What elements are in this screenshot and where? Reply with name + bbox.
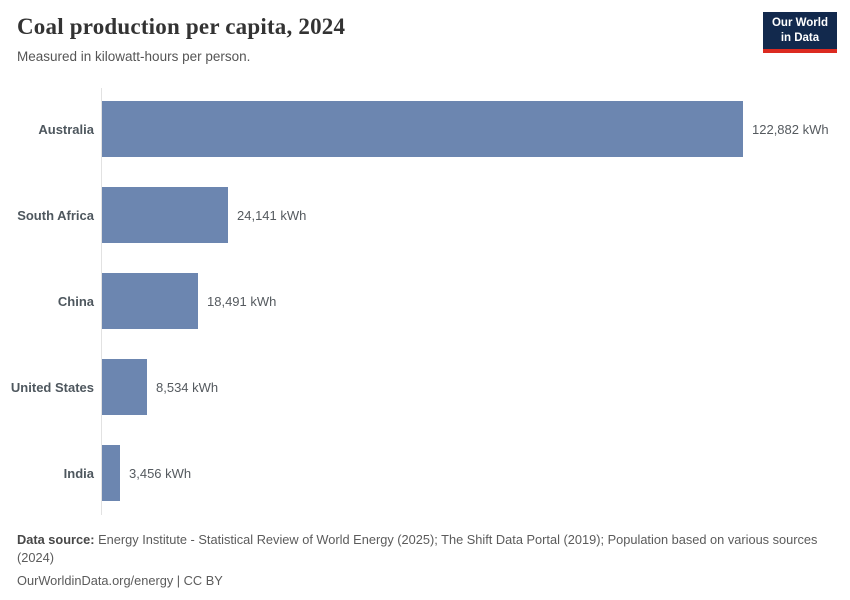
value-label: 3,456 kWh bbox=[129, 465, 192, 481]
footer-link-line[interactable]: OurWorldinData.org/energy | CC BY bbox=[17, 573, 223, 589]
category-label: India bbox=[63, 465, 94, 481]
value-label: 122,882 kWh bbox=[752, 121, 829, 137]
bar-row: United States 8,534 kWh bbox=[0, 359, 850, 415]
bar-rows: Australia 122,882 kWh South Africa 24,141 k… bbox=[0, 101, 850, 501]
chart-footer: Data source: Energy Institute - Statisti… bbox=[17, 531, 833, 590]
category-label: United States bbox=[10, 379, 94, 395]
bar-chart: Australia 122,882 kWh South Africa 24,141 k… bbox=[0, 88, 850, 515]
value-label: 8,534 kWh bbox=[156, 379, 219, 395]
owid-logo-line1: Our World bbox=[771, 17, 828, 29]
owid-logo-line2: in Data bbox=[780, 31, 820, 44]
data-source-text: Energy Institute - Statistical Review of… bbox=[17, 532, 818, 565]
bar[interactable] bbox=[102, 273, 198, 329]
bar-row: China 18,491 kWh bbox=[0, 273, 850, 329]
chart-title: Coal production per capita, 2024 bbox=[17, 14, 346, 39]
owid-logo[interactable]: Our World in Data bbox=[762, 12, 837, 53]
chart-subtitle: Measured in kilowatt-hours per person. bbox=[17, 49, 251, 64]
value-label: 18,491 kWh bbox=[207, 293, 277, 309]
bar[interactable] bbox=[102, 187, 228, 243]
bar-row: Australia 122,882 kWh bbox=[0, 101, 850, 157]
bar[interactable] bbox=[102, 101, 743, 157]
bar[interactable] bbox=[102, 445, 120, 501]
value-label: 24,141 kWh bbox=[237, 207, 307, 223]
category-label: South Africa bbox=[17, 207, 94, 223]
bar-row: South Africa 24,141 kWh bbox=[0, 187, 850, 243]
category-label: China bbox=[57, 293, 94, 309]
bar[interactable] bbox=[102, 359, 147, 415]
y-axis-line bbox=[101, 88, 102, 515]
chart-header: Coal production per capita, 2024 Measure… bbox=[17, 12, 837, 64]
data-source-label: Data source: bbox=[17, 532, 95, 547]
bar-row: India 3,456 kWh bbox=[0, 445, 850, 501]
data-source-line: Data source: Energy Institute - Statisti… bbox=[17, 531, 833, 566]
category-label: Australia bbox=[38, 121, 94, 137]
